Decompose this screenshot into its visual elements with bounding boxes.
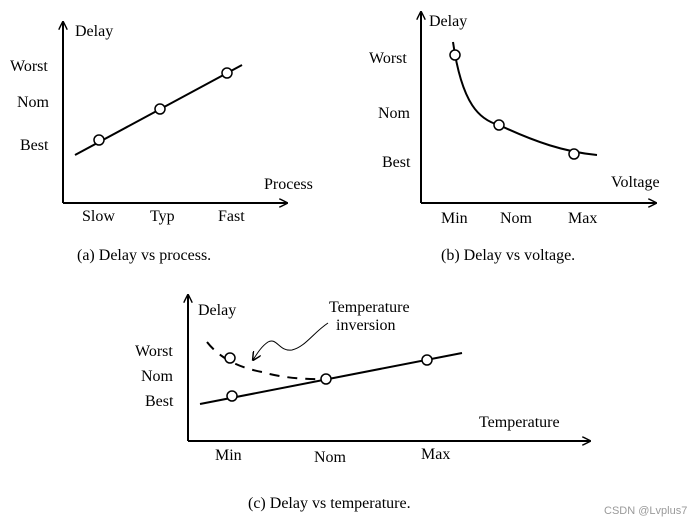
chart-a-ytick-worst: Worst — [10, 58, 48, 75]
chart-c-annotation-line1: Temperature — [329, 299, 410, 316]
chart-a: Delay Process Worst Nom Best Slow Typ Fa… — [10, 22, 313, 264]
chart-b-xtick-nom: Nom — [500, 210, 533, 227]
chart-a-xtick-slow: Slow — [82, 208, 115, 225]
chart-a-point-slow — [93, 134, 105, 146]
chart-b: Delay Voltage Worst Nom Best Min Nom Max… — [369, 12, 660, 264]
chart-b-point-nom — [493, 119, 505, 131]
chart-c: Delay Temperature Worst Nom Best Min Nom… — [135, 295, 590, 512]
chart-a-point-typ — [154, 103, 166, 115]
chart-b-ytick-nom: Nom — [378, 105, 411, 122]
chart-a-point-fast — [221, 67, 233, 79]
chart-c-series-inversion — [206, 341, 327, 381]
chart-c-point-max — [421, 354, 433, 366]
chart-c-ytick-worst: Worst — [135, 343, 173, 360]
chart-a-ytick-best: Best — [20, 137, 49, 154]
chart-b-xtick-max: Max — [568, 210, 597, 227]
chart-b-point-max — [568, 148, 580, 160]
chart-b-ytick-worst: Worst — [369, 50, 407, 67]
chart-b-caption: (b) Delay vs voltage. — [441, 247, 575, 264]
chart-c-annotation-line2: inversion — [336, 317, 396, 334]
chart-c-point-min — [226, 390, 238, 402]
chart-c-point-inversion-min — [224, 352, 236, 364]
chart-b-xlabel: Voltage — [611, 174, 660, 191]
chart-a-caption: (a) Delay vs process. — [77, 247, 211, 264]
chart-a-xlabel: Process — [264, 176, 313, 193]
chart-c-annotation-arrow — [253, 322, 329, 360]
chart-a-ytick-nom: Nom — [17, 94, 50, 111]
chart-b-ytick-best: Best — [382, 154, 411, 171]
chart-b-series-curve — [452, 41, 598, 156]
chart-c-xtick-nom: Nom — [314, 449, 347, 466]
watermark: CSDN @Lvplus7 — [604, 505, 687, 517]
chart-a-xtick-typ: Typ — [150, 208, 175, 225]
chart-b-ylabel: Delay — [429, 13, 467, 30]
chart-c-xlabel: Temperature — [479, 414, 560, 431]
chart-c-ytick-best: Best — [145, 393, 174, 410]
chart-b-point-min — [449, 49, 461, 61]
chart-c-xtick-max: Max — [421, 446, 450, 463]
chart-c-xtick-min: Min — [215, 447, 242, 464]
chart-a-xtick-fast: Fast — [218, 208, 245, 225]
chart-c-caption: (c) Delay vs temperature. — [248, 495, 411, 512]
chart-a-ylabel: Delay — [75, 23, 113, 40]
chart-b-xtick-min: Min — [441, 210, 468, 227]
chart-c-ytick-nom: Nom — [141, 368, 174, 385]
chart-c-point-nom — [320, 373, 332, 385]
chart-c-ylabel: Delay — [198, 302, 236, 319]
